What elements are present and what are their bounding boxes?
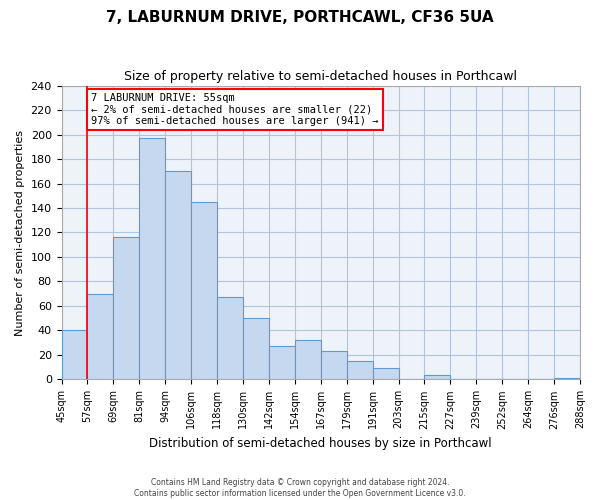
Bar xyxy=(243,318,269,380)
Bar xyxy=(269,346,295,380)
Bar xyxy=(347,361,373,380)
Bar xyxy=(165,172,191,380)
X-axis label: Distribution of semi-detached houses by size in Porthcawl: Distribution of semi-detached houses by … xyxy=(149,437,492,450)
Bar xyxy=(373,368,398,380)
Bar xyxy=(113,238,139,380)
Bar xyxy=(321,352,347,380)
Bar xyxy=(62,330,88,380)
Text: 7 LABURNUM DRIVE: 55sqm
← 2% of semi-detached houses are smaller (22)
97% of sem: 7 LABURNUM DRIVE: 55sqm ← 2% of semi-det… xyxy=(91,93,379,126)
Text: Contains HM Land Registry data © Crown copyright and database right 2024.
Contai: Contains HM Land Registry data © Crown c… xyxy=(134,478,466,498)
Text: 7, LABURNUM DRIVE, PORTHCAWL, CF36 5UA: 7, LABURNUM DRIVE, PORTHCAWL, CF36 5UA xyxy=(106,10,494,25)
Bar xyxy=(217,298,243,380)
Bar xyxy=(554,378,580,380)
Title: Size of property relative to semi-detached houses in Porthcawl: Size of property relative to semi-detach… xyxy=(124,70,517,83)
Bar xyxy=(191,202,217,380)
Bar xyxy=(139,138,165,380)
Bar xyxy=(88,294,113,380)
Bar xyxy=(295,340,321,380)
Y-axis label: Number of semi-detached properties: Number of semi-detached properties xyxy=(15,130,25,336)
Bar xyxy=(424,374,451,380)
